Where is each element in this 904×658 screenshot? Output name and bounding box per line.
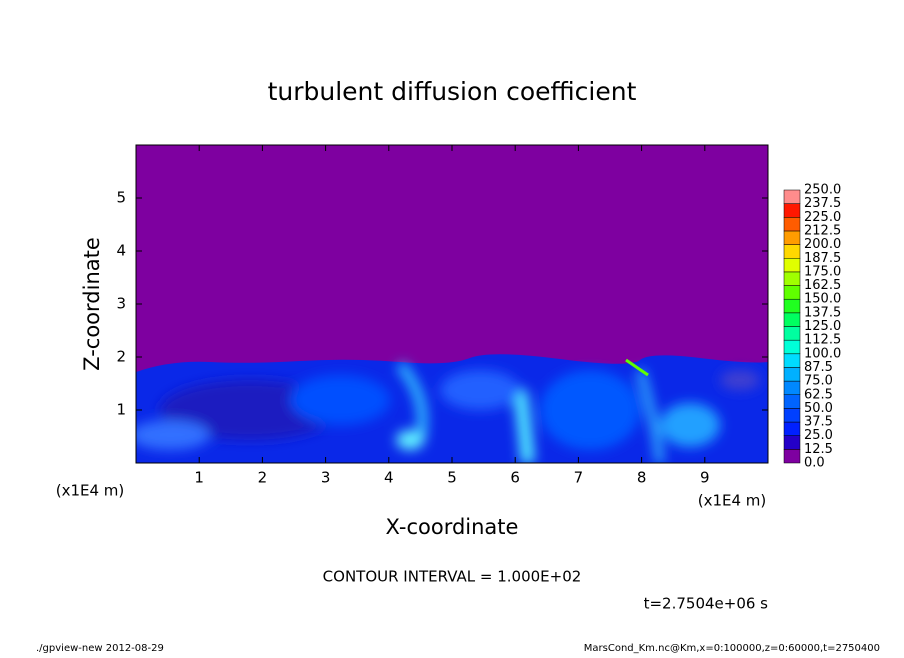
colorbar-band: [783, 298, 801, 314]
colorbar-label: 250.0: [804, 183, 841, 198]
colorbar-band: [783, 367, 801, 382]
colorbar-band: [783, 449, 801, 464]
field: [136, 145, 768, 463]
x-tick-label: 7: [574, 469, 584, 487]
field-peak: [625, 358, 649, 377]
y-tick-label: 1: [116, 401, 126, 419]
x-tick-label: 4: [384, 469, 394, 487]
chart-title: turbulent diffusion coefficient: [268, 77, 637, 106]
colorbar-label: 75.0: [804, 374, 833, 389]
colorbar-band: [783, 271, 801, 286]
time-label: t=2.7504e+06 s: [644, 595, 769, 613]
x-tick-label: 5: [447, 469, 457, 487]
colorbar-label: 162.5: [804, 278, 841, 293]
colorbar-band: [783, 421, 801, 436]
colorbar-label: 62.5: [804, 387, 833, 402]
x-axis-label: X-coordinate: [386, 515, 519, 539]
colorbar-label: 125.0: [804, 319, 841, 334]
y-unit: (x1E4 m): [56, 482, 125, 500]
colorbar-label: 137.5: [804, 305, 841, 320]
colorbar-band: [783, 189, 801, 204]
colorbar-band: [783, 408, 801, 423]
colorbar-label: 212.5: [804, 223, 841, 238]
colorbar-band: [783, 394, 801, 409]
x-tick-label: 8: [637, 469, 647, 487]
x-tick-label: 1: [194, 469, 204, 487]
colorbar-band: [783, 230, 801, 245]
y-tick-label: 5: [116, 189, 126, 207]
colorbar-label: 100.0: [804, 346, 841, 361]
colorbar-label: 187.5: [804, 251, 841, 266]
colorbar-label: 150.0: [804, 292, 841, 307]
colorbar-label: 37.5: [804, 415, 833, 430]
footer-left: ./gpview-new 2012-08-29: [36, 643, 164, 654]
x-tick-label: 6: [510, 469, 520, 487]
footer-right: MarsCond_Km.nc@Km,x=0:100000,z=0:60000,t…: [584, 643, 880, 654]
colorbar-label: 237.5: [804, 196, 841, 211]
colorbar-band: [783, 203, 801, 218]
colorbar-band: [783, 435, 801, 450]
y-tick-label: 2: [116, 348, 126, 366]
colorbar-label: 12.5: [804, 442, 833, 457]
colorbar-band: [783, 285, 801, 300]
colorbar-band: [783, 312, 801, 327]
y-tick-label: 3: [116, 295, 126, 313]
x-unit: (x1E4 m): [698, 492, 767, 510]
colorbar-label: 25.0: [804, 428, 833, 443]
colorbar-label: 225.0: [804, 210, 841, 225]
colorbar-band: [783, 217, 801, 232]
x-tick-label: 2: [258, 469, 268, 487]
x-tick-label: 9: [700, 469, 710, 487]
colorbar-label: 175.0: [804, 264, 841, 279]
colorbar-label: 0.0: [804, 456, 825, 471]
colorbar-label: 112.5: [804, 333, 841, 348]
colorbar-label: 50.0: [804, 401, 833, 416]
field-eddies: [136, 361, 760, 463]
x-tick-label: 3: [321, 469, 331, 487]
colorbar-band: [783, 380, 801, 396]
colorbar-band: [783, 339, 801, 355]
colorbar-band: [783, 258, 801, 273]
y-tick-label: 4: [116, 242, 126, 260]
contour-interval: CONTOUR INTERVAL = 1.000E+02: [323, 568, 582, 586]
colorbar-label: 200.0: [804, 237, 841, 252]
colorbar-label: 87.5: [804, 360, 833, 375]
y-axis-label: Z-coordinate: [80, 237, 104, 371]
colorbar-band: [783, 326, 801, 341]
colorbar-band: [783, 353, 801, 368]
colorbar-band: [783, 244, 801, 259]
